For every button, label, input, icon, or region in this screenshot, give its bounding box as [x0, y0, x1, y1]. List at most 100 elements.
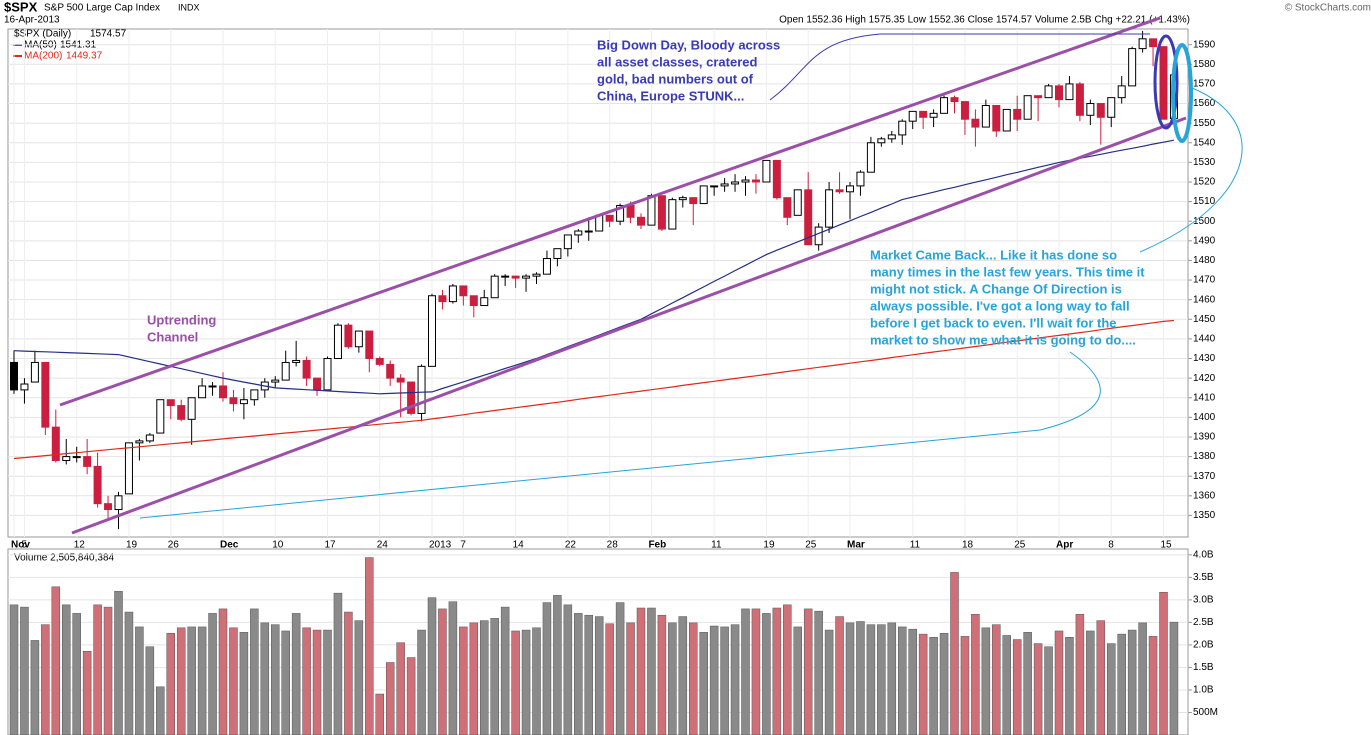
candle-body: [626, 205, 635, 218]
pointer: [1139, 87, 1243, 253]
volume-bar: [438, 608, 447, 735]
volume-bar: [981, 627, 991, 735]
volume-bar: [82, 650, 92, 735]
volume-bar: [469, 622, 479, 735]
volume-bar: [333, 592, 343, 735]
y-tick-label: 1350: [1193, 510, 1216, 521]
y-tick-label: 1.5B: [1193, 662, 1214, 673]
volume-bar: [992, 624, 1001, 735]
volume-bar: [166, 632, 175, 735]
candle-body: [365, 330, 374, 360]
y-tick-label: 1400: [1193, 412, 1216, 423]
volume-bar: [208, 613, 217, 735]
symbol: $SPX: [4, 0, 38, 14]
candle-body: [124, 442, 133, 495]
candle-body: [950, 97, 959, 103]
candle-body: [783, 197, 792, 218]
volume-bar: [9, 604, 19, 735]
volume-bar: [584, 614, 593, 735]
x-tick-label: Feb: [648, 540, 666, 551]
legend-label: $SPX (Daily): [14, 29, 71, 40]
volume-bar: [1002, 635, 1011, 735]
volume-bar: [574, 613, 583, 735]
volume-bar: [929, 637, 938, 735]
y-tick-label: 500M: [1193, 707, 1218, 718]
candle-body: [668, 199, 677, 230]
candle-body: [1128, 48, 1137, 87]
candle-body: [553, 248, 562, 259]
candle-body: [814, 226, 823, 246]
volume-bar: [1148, 636, 1158, 735]
volume-bar: [344, 611, 353, 735]
volume-label: Volume 2,505,840,384: [14, 553, 115, 564]
volume-bar: [271, 624, 280, 735]
annotation: market to show me what it is going to do…: [870, 332, 1136, 347]
candle-body: [981, 104, 990, 128]
candle-body: [637, 216, 645, 226]
y-tick-label: 1540: [1193, 137, 1216, 148]
volume-bar: [709, 625, 719, 735]
candle-body: [877, 138, 886, 144]
volume-bar: [1138, 622, 1147, 735]
circle-down-day: [1153, 34, 1179, 130]
volume-bar: [845, 622, 855, 735]
candle-body: [375, 358, 384, 365]
candle-body: [145, 434, 154, 442]
volume-bar: [20, 606, 29, 735]
y-tick-label: 1560: [1193, 98, 1216, 109]
volume-frame: [7, 548, 1189, 735]
annotation: Market Came Back... Like it has done so: [870, 247, 1117, 262]
volume-bar: [741, 608, 750, 735]
volume-bar: [1012, 639, 1022, 735]
volume-bar: [62, 604, 71, 735]
candle-body: [448, 285, 457, 303]
volume-bar: [1023, 632, 1032, 735]
candle-body: [428, 295, 436, 367]
y-tick-label: 1460: [1193, 294, 1216, 305]
candle-body: [208, 385, 217, 388]
candle-body: [459, 285, 468, 297]
candle-body: [762, 159, 771, 183]
candle-body: [396, 377, 405, 383]
y-tick-label: 1430: [1193, 353, 1216, 364]
volume-bar: [1086, 630, 1095, 735]
x-tick-label: 2013: [429, 540, 452, 551]
candle-body: [480, 297, 489, 307]
candle-body: [93, 465, 102, 505]
candle-body: [417, 365, 426, 414]
volume-bar: [1033, 643, 1043, 735]
candle-body: [992, 104, 1001, 132]
candle-body: [772, 159, 781, 199]
volume-bar: [51, 586, 61, 735]
y-tick-label: 1420: [1193, 373, 1216, 384]
volume-bar: [636, 607, 646, 735]
candle-body: [699, 185, 708, 205]
volume-bar: [480, 620, 489, 735]
candle-body: [469, 295, 478, 307]
index-name: S&P 500 Large Cap Index: [44, 3, 160, 14]
candle-body: [166, 399, 175, 407]
annotation: Uptrending: [147, 312, 216, 327]
candle-body: [741, 179, 750, 183]
annotation: all asset classes, cratered: [597, 54, 758, 69]
volume-bar: [532, 627, 541, 735]
candle-body: [62, 456, 71, 462]
volume-bar: [720, 626, 729, 735]
volume-bar: [908, 628, 917, 735]
volume-bar: [1054, 630, 1064, 735]
price-frame: [7, 28, 1189, 538]
x-tick-label: 11: [910, 540, 921, 551]
candle-body: [1034, 95, 1043, 99]
x-tick-label: 18: [962, 540, 974, 551]
candle-body: [804, 189, 813, 246]
candle-body: [605, 214, 614, 222]
volume-bar: [730, 624, 740, 735]
volume-bar: [647, 607, 656, 735]
volume-bar: [72, 613, 81, 735]
volume-bar: [103, 606, 113, 735]
volume-bar: [354, 620, 364, 735]
candle-body: [1086, 103, 1095, 116]
candle-body: [10, 361, 18, 391]
volume-bar: [668, 622, 677, 735]
